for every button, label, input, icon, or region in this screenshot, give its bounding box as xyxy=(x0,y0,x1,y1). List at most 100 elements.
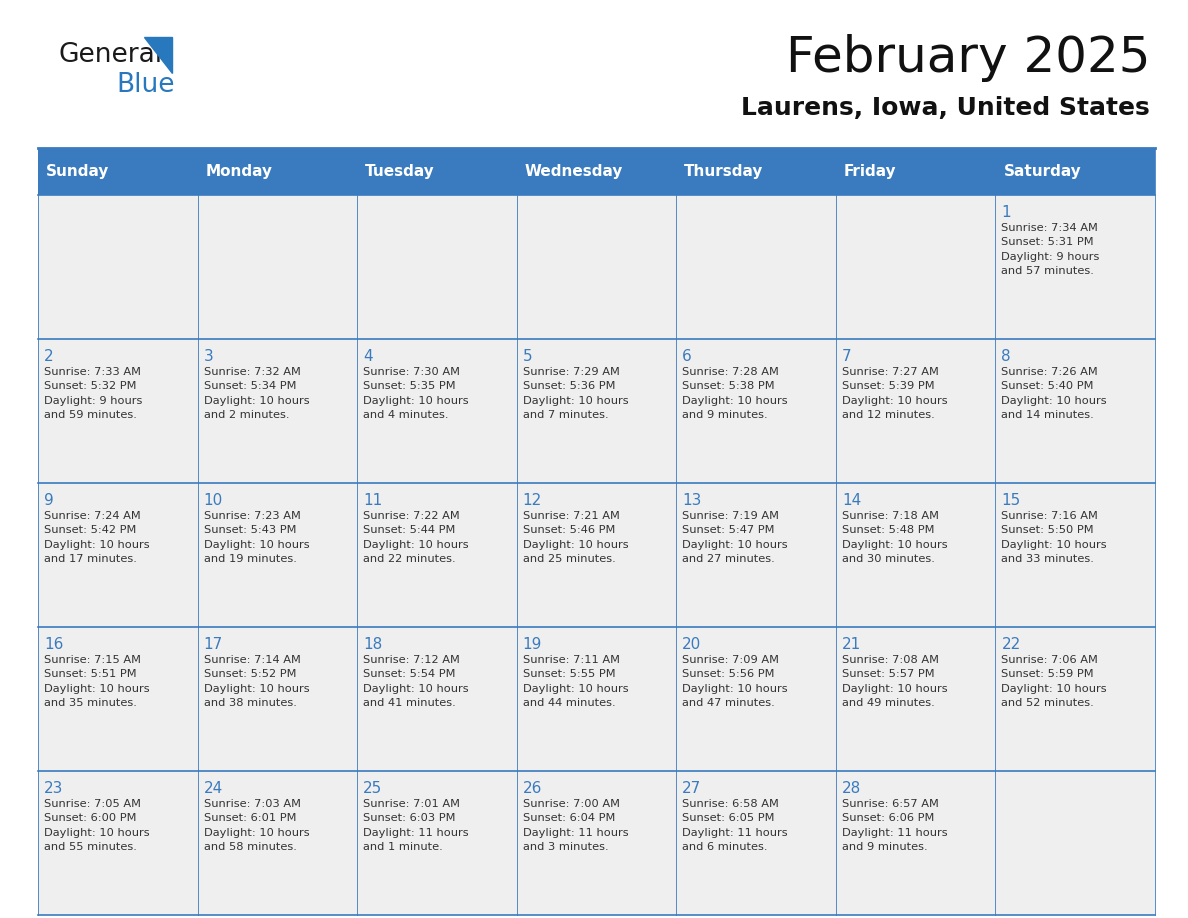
Text: Sunrise: 7:30 AM
Sunset: 5:35 PM
Daylight: 10 hours
and 4 minutes.: Sunrise: 7:30 AM Sunset: 5:35 PM Dayligh… xyxy=(364,367,469,420)
Bar xyxy=(38,771,197,915)
Text: Laurens, Iowa, United States: Laurens, Iowa, United States xyxy=(741,96,1150,120)
Text: 26: 26 xyxy=(523,781,542,796)
Text: Friday: Friday xyxy=(843,164,897,179)
Text: Sunrise: 7:05 AM
Sunset: 6:00 PM
Daylight: 10 hours
and 55 minutes.: Sunrise: 7:05 AM Sunset: 6:00 PM Dayligh… xyxy=(44,799,150,852)
Text: Sunrise: 7:16 AM
Sunset: 5:50 PM
Daylight: 10 hours
and 33 minutes.: Sunrise: 7:16 AM Sunset: 5:50 PM Dayligh… xyxy=(1001,511,1107,565)
Text: 14: 14 xyxy=(842,493,861,508)
Text: 28: 28 xyxy=(842,781,861,796)
Bar xyxy=(38,339,197,483)
Bar xyxy=(358,627,517,771)
Bar xyxy=(676,627,836,771)
Text: Sunday: Sunday xyxy=(46,164,109,179)
Bar xyxy=(358,195,517,339)
Bar xyxy=(197,339,358,483)
Bar xyxy=(676,771,836,915)
Text: 25: 25 xyxy=(364,781,383,796)
Text: Sunrise: 7:11 AM
Sunset: 5:55 PM
Daylight: 10 hours
and 44 minutes.: Sunrise: 7:11 AM Sunset: 5:55 PM Dayligh… xyxy=(523,655,628,708)
Bar xyxy=(676,339,836,483)
Text: 18: 18 xyxy=(364,637,383,652)
Text: Monday: Monday xyxy=(206,164,272,179)
Text: 16: 16 xyxy=(44,637,63,652)
Text: 19: 19 xyxy=(523,637,542,652)
Text: Sunrise: 7:08 AM
Sunset: 5:57 PM
Daylight: 10 hours
and 49 minutes.: Sunrise: 7:08 AM Sunset: 5:57 PM Dayligh… xyxy=(842,655,948,708)
Text: Sunrise: 7:27 AM
Sunset: 5:39 PM
Daylight: 10 hours
and 12 minutes.: Sunrise: 7:27 AM Sunset: 5:39 PM Dayligh… xyxy=(842,367,948,420)
Bar xyxy=(836,195,996,339)
Text: 15: 15 xyxy=(1001,493,1020,508)
Text: Sunrise: 7:23 AM
Sunset: 5:43 PM
Daylight: 10 hours
and 19 minutes.: Sunrise: 7:23 AM Sunset: 5:43 PM Dayligh… xyxy=(203,511,309,565)
Text: 24: 24 xyxy=(203,781,223,796)
Bar xyxy=(517,195,676,339)
Text: General: General xyxy=(58,42,162,68)
Text: Sunrise: 7:00 AM
Sunset: 6:04 PM
Daylight: 11 hours
and 3 minutes.: Sunrise: 7:00 AM Sunset: 6:04 PM Dayligh… xyxy=(523,799,628,852)
Bar xyxy=(197,627,358,771)
Text: 9: 9 xyxy=(44,493,53,508)
Bar xyxy=(517,627,676,771)
Bar xyxy=(197,483,358,627)
Text: Sunrise: 6:57 AM
Sunset: 6:06 PM
Daylight: 11 hours
and 9 minutes.: Sunrise: 6:57 AM Sunset: 6:06 PM Dayligh… xyxy=(842,799,948,852)
Text: Sunrise: 7:12 AM
Sunset: 5:54 PM
Daylight: 10 hours
and 41 minutes.: Sunrise: 7:12 AM Sunset: 5:54 PM Dayligh… xyxy=(364,655,469,708)
Bar xyxy=(676,483,836,627)
Bar xyxy=(358,339,517,483)
Text: Sunrise: 7:26 AM
Sunset: 5:40 PM
Daylight: 10 hours
and 14 minutes.: Sunrise: 7:26 AM Sunset: 5:40 PM Dayligh… xyxy=(1001,367,1107,420)
Text: Sunrise: 7:19 AM
Sunset: 5:47 PM
Daylight: 10 hours
and 27 minutes.: Sunrise: 7:19 AM Sunset: 5:47 PM Dayligh… xyxy=(682,511,788,565)
Text: 17: 17 xyxy=(203,637,223,652)
Text: Tuesday: Tuesday xyxy=(365,164,435,179)
Bar xyxy=(517,483,676,627)
Text: 10: 10 xyxy=(203,493,223,508)
Bar xyxy=(996,339,1155,483)
Text: Saturday: Saturday xyxy=(1004,164,1081,179)
Text: 21: 21 xyxy=(842,637,861,652)
Bar xyxy=(996,771,1155,915)
Bar xyxy=(358,771,517,915)
Bar xyxy=(358,483,517,627)
Text: Sunrise: 7:06 AM
Sunset: 5:59 PM
Daylight: 10 hours
and 52 minutes.: Sunrise: 7:06 AM Sunset: 5:59 PM Dayligh… xyxy=(1001,655,1107,708)
Text: 12: 12 xyxy=(523,493,542,508)
Bar xyxy=(676,195,836,339)
Text: Sunrise: 7:32 AM
Sunset: 5:34 PM
Daylight: 10 hours
and 2 minutes.: Sunrise: 7:32 AM Sunset: 5:34 PM Dayligh… xyxy=(203,367,309,420)
Text: 4: 4 xyxy=(364,349,373,364)
Text: Sunrise: 7:09 AM
Sunset: 5:56 PM
Daylight: 10 hours
and 47 minutes.: Sunrise: 7:09 AM Sunset: 5:56 PM Dayligh… xyxy=(682,655,788,708)
Text: 2: 2 xyxy=(44,349,53,364)
Text: 20: 20 xyxy=(682,637,702,652)
Bar xyxy=(38,483,197,627)
Text: 3: 3 xyxy=(203,349,214,364)
Text: Sunrise: 6:58 AM
Sunset: 6:05 PM
Daylight: 11 hours
and 6 minutes.: Sunrise: 6:58 AM Sunset: 6:05 PM Dayligh… xyxy=(682,799,788,852)
Text: Sunrise: 7:34 AM
Sunset: 5:31 PM
Daylight: 9 hours
and 57 minutes.: Sunrise: 7:34 AM Sunset: 5:31 PM Dayligh… xyxy=(1001,223,1100,276)
Text: Sunrise: 7:21 AM
Sunset: 5:46 PM
Daylight: 10 hours
and 25 minutes.: Sunrise: 7:21 AM Sunset: 5:46 PM Dayligh… xyxy=(523,511,628,565)
Bar xyxy=(836,627,996,771)
Text: Thursday: Thursday xyxy=(684,164,764,179)
Text: Sunrise: 7:18 AM
Sunset: 5:48 PM
Daylight: 10 hours
and 30 minutes.: Sunrise: 7:18 AM Sunset: 5:48 PM Dayligh… xyxy=(842,511,948,565)
Text: 11: 11 xyxy=(364,493,383,508)
Text: 7: 7 xyxy=(842,349,852,364)
Text: Sunrise: 7:29 AM
Sunset: 5:36 PM
Daylight: 10 hours
and 7 minutes.: Sunrise: 7:29 AM Sunset: 5:36 PM Dayligh… xyxy=(523,367,628,420)
Bar xyxy=(517,339,676,483)
Bar xyxy=(38,627,197,771)
Bar xyxy=(996,195,1155,339)
Bar xyxy=(996,483,1155,627)
Bar xyxy=(38,148,1155,195)
Bar xyxy=(836,771,996,915)
Bar xyxy=(197,195,358,339)
Text: Sunrise: 7:01 AM
Sunset: 6:03 PM
Daylight: 11 hours
and 1 minute.: Sunrise: 7:01 AM Sunset: 6:03 PM Dayligh… xyxy=(364,799,469,852)
Text: 6: 6 xyxy=(682,349,693,364)
Bar xyxy=(197,771,358,915)
Text: 8: 8 xyxy=(1001,349,1011,364)
Bar xyxy=(836,483,996,627)
Bar xyxy=(517,771,676,915)
Text: February 2025: February 2025 xyxy=(785,34,1150,82)
Text: Wednesday: Wednesday xyxy=(525,164,623,179)
Text: Sunrise: 7:14 AM
Sunset: 5:52 PM
Daylight: 10 hours
and 38 minutes.: Sunrise: 7:14 AM Sunset: 5:52 PM Dayligh… xyxy=(203,655,309,708)
Bar xyxy=(38,195,197,339)
Text: Sunrise: 7:15 AM
Sunset: 5:51 PM
Daylight: 10 hours
and 35 minutes.: Sunrise: 7:15 AM Sunset: 5:51 PM Dayligh… xyxy=(44,655,150,708)
Bar xyxy=(836,339,996,483)
Text: Sunrise: 7:03 AM
Sunset: 6:01 PM
Daylight: 10 hours
and 58 minutes.: Sunrise: 7:03 AM Sunset: 6:01 PM Dayligh… xyxy=(203,799,309,852)
Text: 22: 22 xyxy=(1001,637,1020,652)
Text: 5: 5 xyxy=(523,349,532,364)
Polygon shape xyxy=(144,37,172,73)
Text: Sunrise: 7:22 AM
Sunset: 5:44 PM
Daylight: 10 hours
and 22 minutes.: Sunrise: 7:22 AM Sunset: 5:44 PM Dayligh… xyxy=(364,511,469,565)
Text: Sunrise: 7:24 AM
Sunset: 5:42 PM
Daylight: 10 hours
and 17 minutes.: Sunrise: 7:24 AM Sunset: 5:42 PM Dayligh… xyxy=(44,511,150,565)
Text: 23: 23 xyxy=(44,781,63,796)
Bar xyxy=(996,627,1155,771)
Text: 13: 13 xyxy=(682,493,702,508)
Text: 27: 27 xyxy=(682,781,702,796)
